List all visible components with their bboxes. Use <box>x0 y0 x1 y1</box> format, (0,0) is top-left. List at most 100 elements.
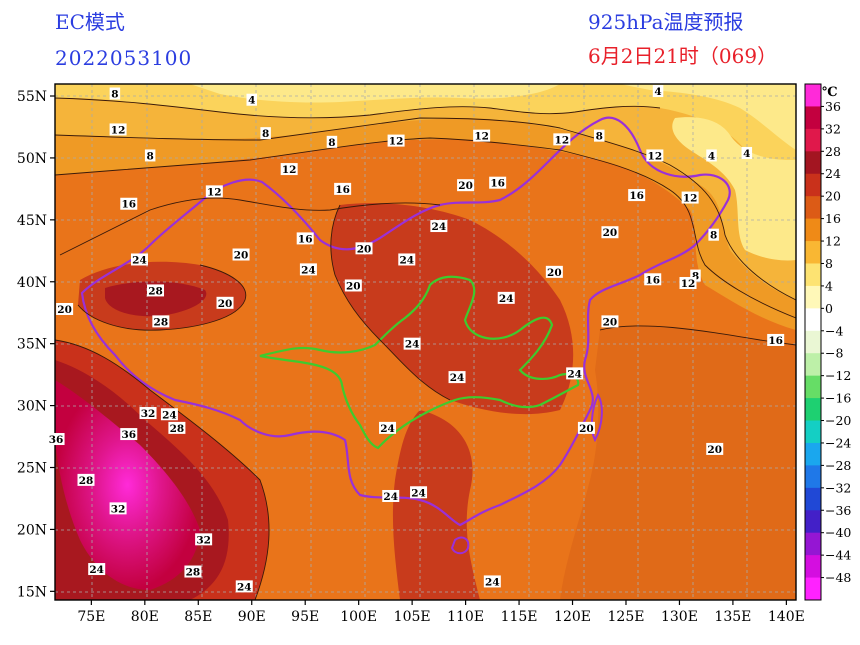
contour-label: 24 <box>430 220 448 233</box>
colorbar-label: 28 <box>825 144 841 159</box>
longitude-axis: 75E 80E 85E 90E 95E 100E 105E 110E 115E 120E 125E 1… <box>77 600 805 625</box>
svg-text:24: 24 <box>237 581 252 593</box>
contour-label: 16 <box>628 189 646 202</box>
svg-text:20: 20 <box>707 444 722 456</box>
svg-text:32: 32 <box>111 503 126 515</box>
band-12-16 <box>55 84 796 330</box>
china-border <box>80 116 731 527</box>
lat-tick-label: 35N <box>17 337 47 353</box>
svg-text:20: 20 <box>547 267 562 279</box>
colorbar-swatch <box>805 442 821 466</box>
contour-label: 20 <box>601 315 619 328</box>
svg-text:8: 8 <box>111 89 118 101</box>
lon-tick-label: 85E <box>184 609 212 625</box>
model-name: EC模式 <box>55 10 125 34</box>
lon-tick-label: 105E <box>394 609 431 625</box>
contour-label: 12 <box>679 276 697 290</box>
colorbar-label: 12 <box>825 234 841 249</box>
contour-label: 20 <box>56 302 74 316</box>
svg-text:16: 16 <box>645 274 660 286</box>
contour-label: 12 <box>280 163 298 176</box>
svg-text:36: 36 <box>121 429 136 441</box>
contour-label: 20 <box>457 179 475 192</box>
svg-text:20: 20 <box>603 227 618 239</box>
contour-label: 24 <box>160 408 178 421</box>
svg-text:20: 20 <box>234 250 249 262</box>
contour-label: 12 <box>473 129 491 143</box>
svg-text:24: 24 <box>405 339 420 351</box>
svg-text:32: 32 <box>141 408 156 420</box>
colorbar-swatch <box>805 375 821 399</box>
contour-label: 20 <box>216 296 234 310</box>
lon-tick-label: 125E <box>608 609 645 625</box>
svg-text:24: 24 <box>132 254 147 266</box>
lon-tick-label: 75E <box>77 609 105 625</box>
contour-label: 8 <box>260 127 271 140</box>
colorbar-label: −40 <box>825 525 851 540</box>
svg-text:8: 8 <box>710 230 717 242</box>
colorbar-swatch <box>805 308 821 332</box>
contour-label: 24 <box>88 563 106 576</box>
svg-text:28: 28 <box>148 285 163 297</box>
svg-text:12: 12 <box>555 134 570 146</box>
contour-label: 8 <box>326 135 338 149</box>
contour-label: 20 <box>545 265 563 279</box>
svg-text:20: 20 <box>458 180 473 192</box>
band-0-4-northeast <box>672 117 796 261</box>
lat-tick-label: 40N <box>17 275 47 291</box>
band-4-8 <box>55 84 796 190</box>
contour-label: 28 <box>184 565 202 579</box>
svg-text:12: 12 <box>474 131 489 143</box>
band-0-4-east <box>620 84 796 150</box>
colorbar-unit: ℃ <box>822 85 838 100</box>
colorbar-label: −4 <box>825 323 843 338</box>
band-20-24-ocean <box>560 325 796 600</box>
colorbar-swatch <box>805 465 821 489</box>
lon-tick-label: 130E <box>661 609 698 625</box>
contour-label: 28 <box>77 473 95 487</box>
colorbar: ℃36 32 28 24 20 16 12 8 4 0 −4 −8 −12 −16 −20 −24 −28 −32… <box>804 83 851 601</box>
contour-label: 24 <box>410 486 428 499</box>
lon-tick-label: 135E <box>714 609 751 625</box>
contour-label: 24 <box>299 263 317 276</box>
svg-text:8: 8 <box>262 128 269 140</box>
contour-label: 16 <box>120 197 138 211</box>
plateau-contour <box>259 275 580 450</box>
colorbar-label: 32 <box>825 121 841 136</box>
svg-text:24: 24 <box>485 576 500 588</box>
svg-text:20: 20 <box>57 304 72 316</box>
svg-text:24: 24 <box>301 264 316 276</box>
lat-tick-label: 20N <box>17 522 47 538</box>
svg-text:20: 20 <box>603 316 618 328</box>
contour-label: 4 <box>652 85 664 98</box>
valid-time: 6月2日21时（069） <box>588 44 778 68</box>
lon-tick-label: 80E <box>131 609 159 625</box>
colorbar-swatch <box>805 487 821 511</box>
svg-text:24: 24 <box>89 564 104 576</box>
colorbar-label: −20 <box>825 413 851 428</box>
svg-text:28: 28 <box>186 567 201 579</box>
band-0-4 <box>190 84 560 103</box>
contour-label: 24 <box>403 337 421 351</box>
lon-tick-label: 100E <box>340 609 377 625</box>
svg-text:16: 16 <box>490 178 505 190</box>
colorbar-label: −24 <box>825 435 851 450</box>
contour-label: 16 <box>767 333 785 347</box>
contour-label: 28 <box>147 284 165 297</box>
svg-text:8: 8 <box>692 271 699 283</box>
contour-label: 24 <box>398 253 416 266</box>
contour-label: 20 <box>601 226 619 239</box>
taiwan-island <box>590 392 603 443</box>
contour-label: 20 <box>706 442 724 456</box>
svg-text:12: 12 <box>648 150 663 162</box>
contour-label: 32 <box>195 533 213 546</box>
contour-label: 24 <box>379 421 397 435</box>
svg-text:24: 24 <box>432 221 447 233</box>
band-24-28-central <box>330 203 574 415</box>
svg-text:28: 28 <box>154 316 169 328</box>
colorbar-label: 20 <box>825 189 841 204</box>
lat-tick-label: 55N <box>17 89 47 105</box>
svg-text:32: 32 <box>196 534 211 546</box>
colorbar-label: −32 <box>825 480 851 495</box>
